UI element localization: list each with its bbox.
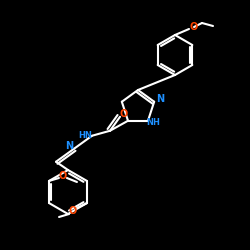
Text: O: O: [69, 206, 77, 216]
Text: N: N: [65, 141, 73, 151]
Text: NH: NH: [146, 118, 160, 127]
Text: N: N: [156, 94, 164, 104]
Text: O: O: [59, 171, 67, 181]
Text: O: O: [190, 22, 198, 32]
Text: O: O: [120, 109, 128, 119]
Text: HN: HN: [78, 131, 92, 140]
